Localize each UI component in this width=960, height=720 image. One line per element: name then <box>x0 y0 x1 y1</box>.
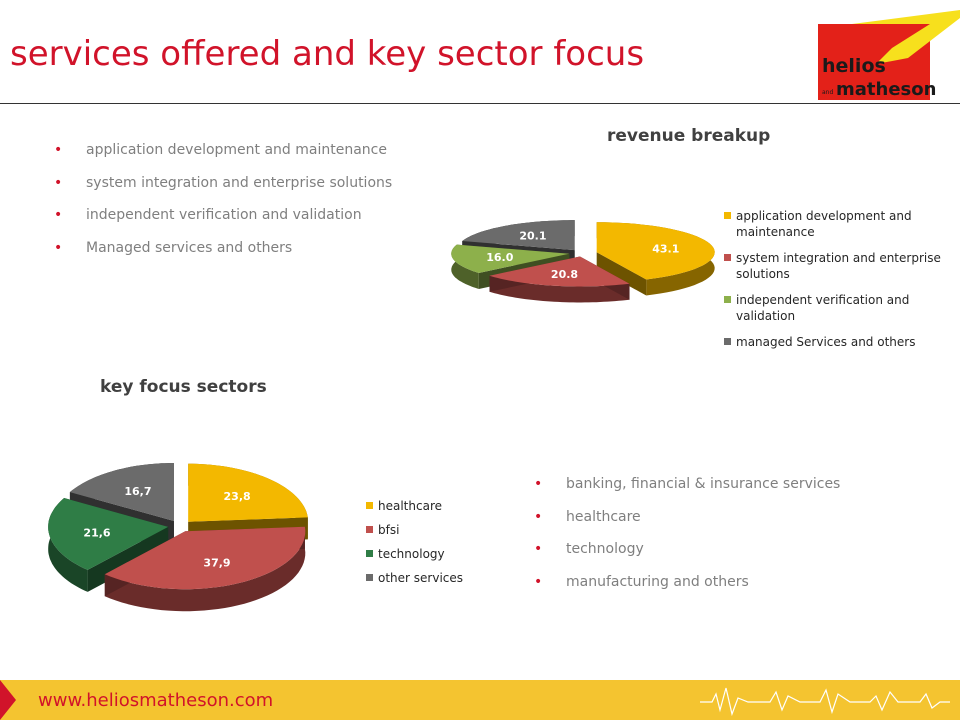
pie-data-label: 21,6 <box>83 526 110 539</box>
pie-data-label: 20.1 <box>519 230 546 243</box>
legend-swatch <box>724 338 731 345</box>
pie-slice-top <box>462 220 575 251</box>
list-item: • Managed services and others <box>54 239 293 256</box>
pie-slice-top <box>48 498 169 570</box>
helios-matheson-logo: helios and matheson <box>818 10 960 100</box>
heartbeat-line-icon <box>700 687 950 717</box>
pie-data-label: 16.0 <box>486 251 513 264</box>
bullet-dot-icon: • <box>54 142 63 158</box>
pie-slice-top <box>451 244 570 273</box>
legend-swatch <box>366 574 373 581</box>
legend-item: bfsi <box>366 522 506 538</box>
legend-item: system integration and enterprise soluti… <box>724 250 954 282</box>
bullet-dot-icon: • <box>534 508 543 525</box>
page-title: services offered and key sector focus <box>10 34 645 74</box>
legend-swatch <box>724 254 731 261</box>
bullet-dot-icon: • <box>534 541 543 557</box>
legend-item: other services <box>366 570 506 586</box>
legend-swatch <box>366 550 373 557</box>
legend-item: application development and maintenance <box>724 208 954 240</box>
pie-data-label: 20.8 <box>551 268 578 281</box>
pie-slice-top <box>69 463 174 521</box>
logo-text-matheson: matheson <box>836 79 936 100</box>
bullet-dot-icon: • <box>534 573 543 590</box>
services-list: • application development and maintenance… <box>54 142 393 272</box>
legend-item: technology <box>366 546 506 562</box>
pie-data-label: 23,8 <box>224 490 251 503</box>
revenue-chart-title: revenue breakup <box>607 126 771 146</box>
list-item: • manufacturing and others <box>534 573 749 590</box>
list-item: • banking, financial & insurance services <box>534 476 841 492</box>
footer-bar: www.heliosmatheson.com <box>0 680 960 720</box>
footer-arrow-icon <box>0 680 16 720</box>
bullet-dot-icon: • <box>54 207 63 223</box>
legend-item: managed Services and others <box>724 334 954 350</box>
pie-slice-top <box>188 463 308 522</box>
logo-text-helios: helios <box>822 55 886 77</box>
pie-slice-side <box>489 275 630 303</box>
list-item: • healthcare <box>534 508 641 525</box>
bullet-dot-icon: • <box>534 476 543 492</box>
sectors-chart-title: key focus sectors <box>100 377 267 397</box>
pie-data-label: 16,7 <box>124 485 151 498</box>
list-item: • independent verification and validation <box>54 207 362 223</box>
title-divider <box>0 103 960 104</box>
list-item: • system integration and enterprise solut… <box>54 174 393 191</box>
pie-slice-0-0: 43.1 <box>596 222 715 296</box>
pie-slice-side <box>451 244 479 289</box>
sectors-list: • banking, financial & insurance services… <box>534 476 841 606</box>
pie-data-label: 37,9 <box>203 557 230 570</box>
pie-slice-top <box>489 256 630 287</box>
bullet-dot-icon: • <box>54 239 63 256</box>
logo-yellow-bolt <box>852 10 960 64</box>
pie-slice-1-1: 37,9 <box>104 526 306 612</box>
pie-slice-0-1: 20.8 <box>489 256 630 303</box>
legend-swatch <box>366 502 373 509</box>
bullet-dot-icon: • <box>54 174 63 191</box>
legend-item: independent verification and validation <box>724 292 954 324</box>
pie-slice-top <box>596 222 715 280</box>
list-item: • technology <box>534 541 644 557</box>
pie-slice-top <box>104 526 306 590</box>
list-item: • application development and maintenance <box>54 142 387 158</box>
revenue-legend: application development and maintenance … <box>724 208 954 360</box>
legend-swatch <box>724 296 731 303</box>
legend-swatch <box>724 212 731 219</box>
pie-slice-side <box>104 526 306 612</box>
legend-item: healthcare <box>366 498 506 514</box>
sectors-legend: healthcare bfsi technology other service… <box>366 498 506 594</box>
pie-slice-cut-face <box>596 252 647 296</box>
website-link[interactable]: www.heliosmatheson.com <box>38 690 274 711</box>
legend-swatch <box>366 526 373 533</box>
pie-data-label: 43.1 <box>652 242 679 255</box>
logo-text-and: and <box>822 89 833 96</box>
